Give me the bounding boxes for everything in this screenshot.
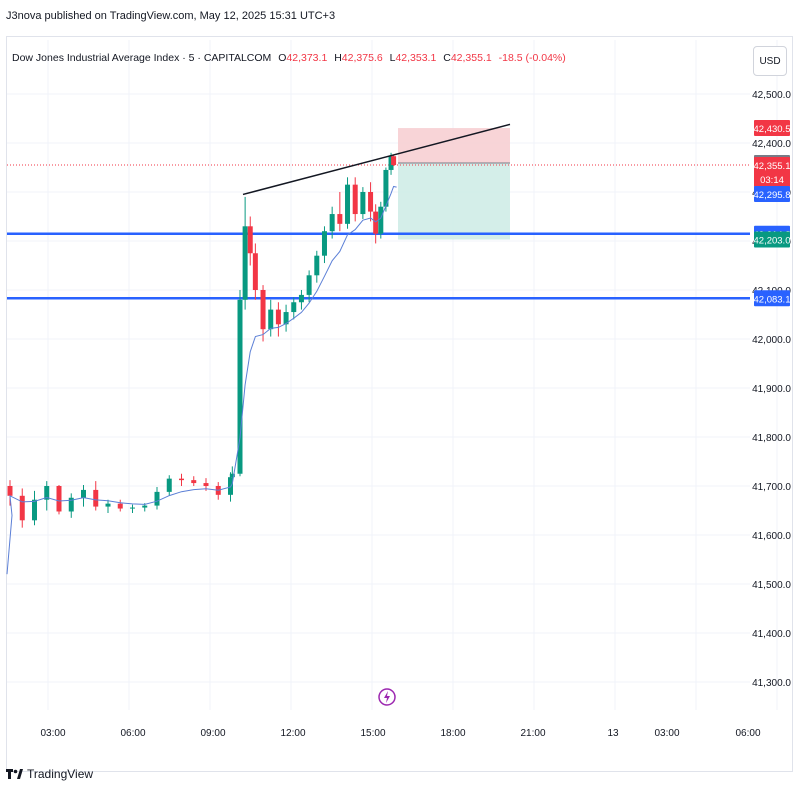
open-value: 42,373.1: [286, 52, 328, 64]
x-tick-label: 21:00: [520, 728, 545, 739]
y-tick-label: 42,000.0: [752, 335, 791, 346]
price-label: [754, 157, 790, 188]
price-label: [754, 290, 790, 307]
candle-body: [154, 491, 160, 506]
candle-body: [373, 211, 379, 234]
y-tick-label: 41,600.0: [752, 531, 791, 542]
close-value: 42,355.1: [450, 52, 492, 64]
countdown-label: 03:14: [760, 175, 784, 186]
candle-body: [252, 253, 258, 290]
candle-body: [260, 290, 266, 330]
footer-brand-label: TradingView: [27, 767, 94, 781]
candle-body: [337, 214, 343, 224]
chart-frame: [6, 36, 793, 772]
lightning-icon[interactable]: [378, 688, 396, 706]
change-value: -18.5 (-0.04%): [498, 52, 566, 64]
price-label-text: 42,355.1: [754, 161, 791, 172]
candle-body: [391, 156, 397, 166]
ohlc-legend: Dow Jones Industrial Average Index · 5 ·…: [12, 52, 566, 64]
y-tick-label: 41,400.0: [752, 629, 791, 640]
y-tick-label: 41,900.0: [752, 384, 791, 395]
candle-body: [32, 499, 37, 521]
price-label-text: 42,430.5: [754, 124, 791, 135]
candle-body: [345, 184, 351, 224]
candle-body: [142, 505, 148, 508]
low-value: 42,353.1: [395, 52, 437, 64]
price-label-text: 42,295.8: [754, 190, 791, 201]
open-key: O: [278, 52, 287, 64]
close-key: C: [443, 52, 451, 64]
candle-body: [166, 478, 172, 492]
candle-body: [7, 486, 13, 496]
y-tick-label: 41,700.0: [752, 482, 791, 493]
published-line: J3nova published on TradingView.com, May…: [6, 10, 336, 22]
footer-brand[interactable]: TradingView: [6, 767, 93, 781]
x-tick-label: 18:00: [440, 728, 465, 739]
price-label-text: 42,083.1: [754, 294, 791, 305]
candle-body: [314, 255, 320, 276]
x-tick-label: 15:00: [360, 728, 385, 739]
y-tick-label: 42,500.0: [752, 90, 791, 101]
price-label-text: 42,203.0: [754, 236, 791, 247]
candle-body: [291, 302, 297, 313]
x-tick-label: 03:00: [654, 728, 679, 739]
tradingview-logo-icon: [6, 769, 23, 779]
y-tick-label: 41,500.0: [752, 580, 791, 591]
candle-body: [268, 309, 274, 330]
candle-body: [275, 309, 281, 325]
candle-body: [81, 489, 86, 498]
candle-body: [388, 156, 394, 170]
high-key: H: [334, 52, 342, 64]
candle-body: [68, 497, 74, 512]
candle-body: [378, 206, 384, 234]
x-tick-label: 06:00: [120, 728, 145, 739]
candle-body: [247, 226, 253, 254]
price-label: [754, 186, 790, 203]
candle-body: [229, 473, 235, 478]
candle-body: [352, 184, 358, 215]
candle-body: [298, 294, 304, 303]
x-tick-label: 09:00: [200, 728, 225, 739]
candle-body: [130, 507, 135, 509]
price-label: [754, 120, 790, 137]
stop-loss-zone[interactable]: [398, 128, 510, 163]
candle-body: [179, 478, 184, 481]
symbol-title[interactable]: Dow Jones Industrial Average Index · 5 ·…: [12, 52, 272, 64]
x-tick-label: 06:00: [735, 728, 760, 739]
candle-body: [44, 486, 50, 500]
candle-body: [56, 486, 62, 512]
price-label: [754, 231, 790, 248]
y-tick-label: 41,300.0: [752, 678, 791, 689]
candle-body: [237, 299, 243, 474]
take-profit-zone[interactable]: [398, 162, 510, 240]
low-key: L: [389, 52, 396, 64]
candle-body: [191, 480, 197, 484]
candle-body: [329, 214, 335, 232]
candle-body: [242, 226, 248, 300]
lightning-icon-glyph: [384, 691, 390, 703]
candle-body: [105, 503, 111, 507]
candle-body: [321, 231, 327, 256]
candle-body: [93, 489, 99, 507]
candle-body: [368, 192, 374, 212]
x-tick-label: 03:00: [40, 728, 65, 739]
x-tick-label: 13: [607, 728, 619, 739]
candle-body: [306, 275, 312, 295]
candle-body: [117, 503, 123, 509]
high-value: 42,375.6: [341, 52, 383, 64]
moving-average-line: [6, 185, 397, 575]
y-tick-label: 41,800.0: [752, 433, 791, 444]
candle-body: [283, 312, 289, 325]
candle-body: [203, 483, 209, 486]
candle-body: [19, 495, 25, 521]
candle-body: [383, 169, 389, 207]
currency-button[interactable]: USD: [753, 46, 787, 76]
candle-body: [360, 192, 366, 215]
y-tick-label: 42,400.0: [752, 139, 791, 150]
x-tick-label: 12:00: [280, 728, 305, 739]
trendline[interactable]: [242, 123, 511, 196]
